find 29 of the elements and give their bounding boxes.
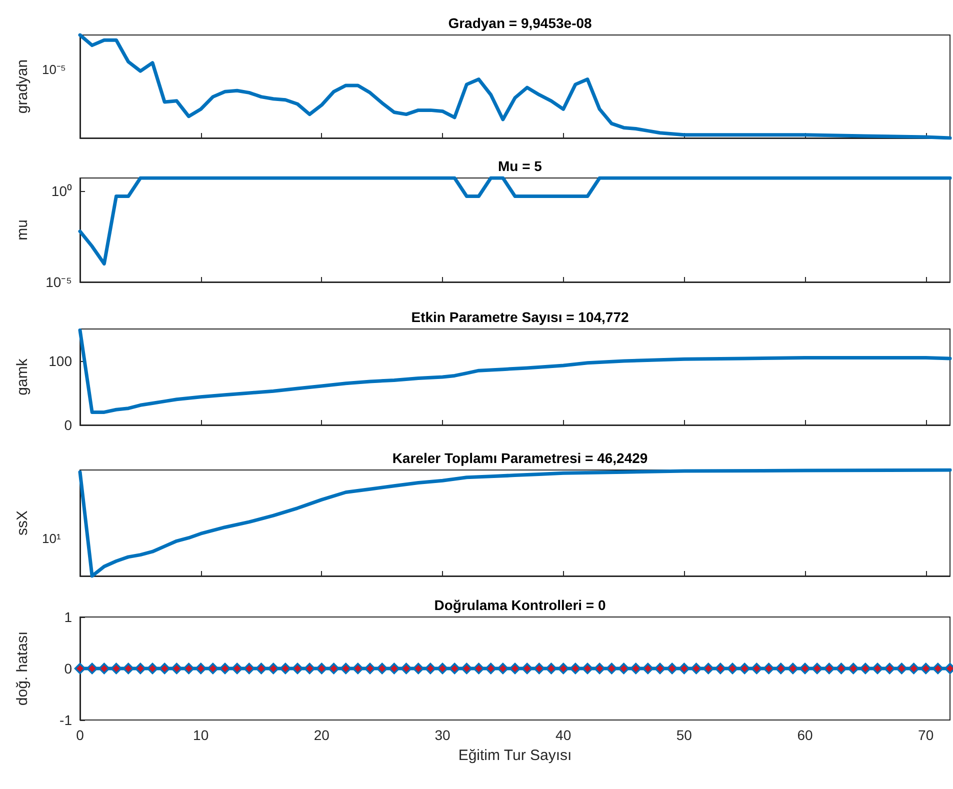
x-tick-label: 60 bbox=[797, 727, 813, 743]
y-axis-title: gradyan bbox=[14, 59, 31, 114]
chart-title: Etkin Parametre Sayısı = 104,772 bbox=[411, 309, 629, 325]
text: 10¹ bbox=[42, 530, 62, 546]
x-tick-label: 30 bbox=[434, 727, 450, 743]
x-tick-label: 10 bbox=[193, 727, 209, 743]
line-series bbox=[78, 328, 952, 414]
y-tick-label: 1 bbox=[64, 609, 72, 625]
y-tick-label: 0 bbox=[64, 660, 72, 676]
y-tick-label: 10⁻⁵ bbox=[46, 274, 72, 290]
x-tick-label: 0 bbox=[76, 727, 84, 743]
x-axis-title: Eğitim Tur Sayısı bbox=[458, 747, 572, 764]
x-tick-label: 70 bbox=[918, 727, 934, 743]
chart-title: Kareler Toplamı Parametresi = 46,2429 bbox=[392, 450, 648, 466]
y-axis-title: doğ. hatası bbox=[14, 631, 31, 706]
chart-title: Doğrulama Kontrolleri = 0 bbox=[434, 597, 606, 613]
x-tick-label: 50 bbox=[676, 727, 692, 743]
line-series bbox=[78, 176, 952, 266]
y-tick-label: 100 bbox=[48, 353, 72, 369]
x-tick-label: 20 bbox=[314, 727, 330, 743]
y-tick-label: 0 bbox=[64, 417, 72, 433]
x-tick-label: 40 bbox=[556, 727, 572, 743]
y-tick-label: -1 bbox=[60, 712, 72, 728]
y-axis-title: gamk bbox=[14, 358, 31, 396]
chart-title: Mu = 5 bbox=[498, 158, 542, 174]
y-axis-title: mu bbox=[14, 220, 31, 240]
y-tick-label: 10⁰ bbox=[51, 182, 72, 199]
chart-title: Gradyan = 9,9453e-08 bbox=[448, 15, 592, 31]
y-axis-title: ssX bbox=[14, 510, 31, 536]
